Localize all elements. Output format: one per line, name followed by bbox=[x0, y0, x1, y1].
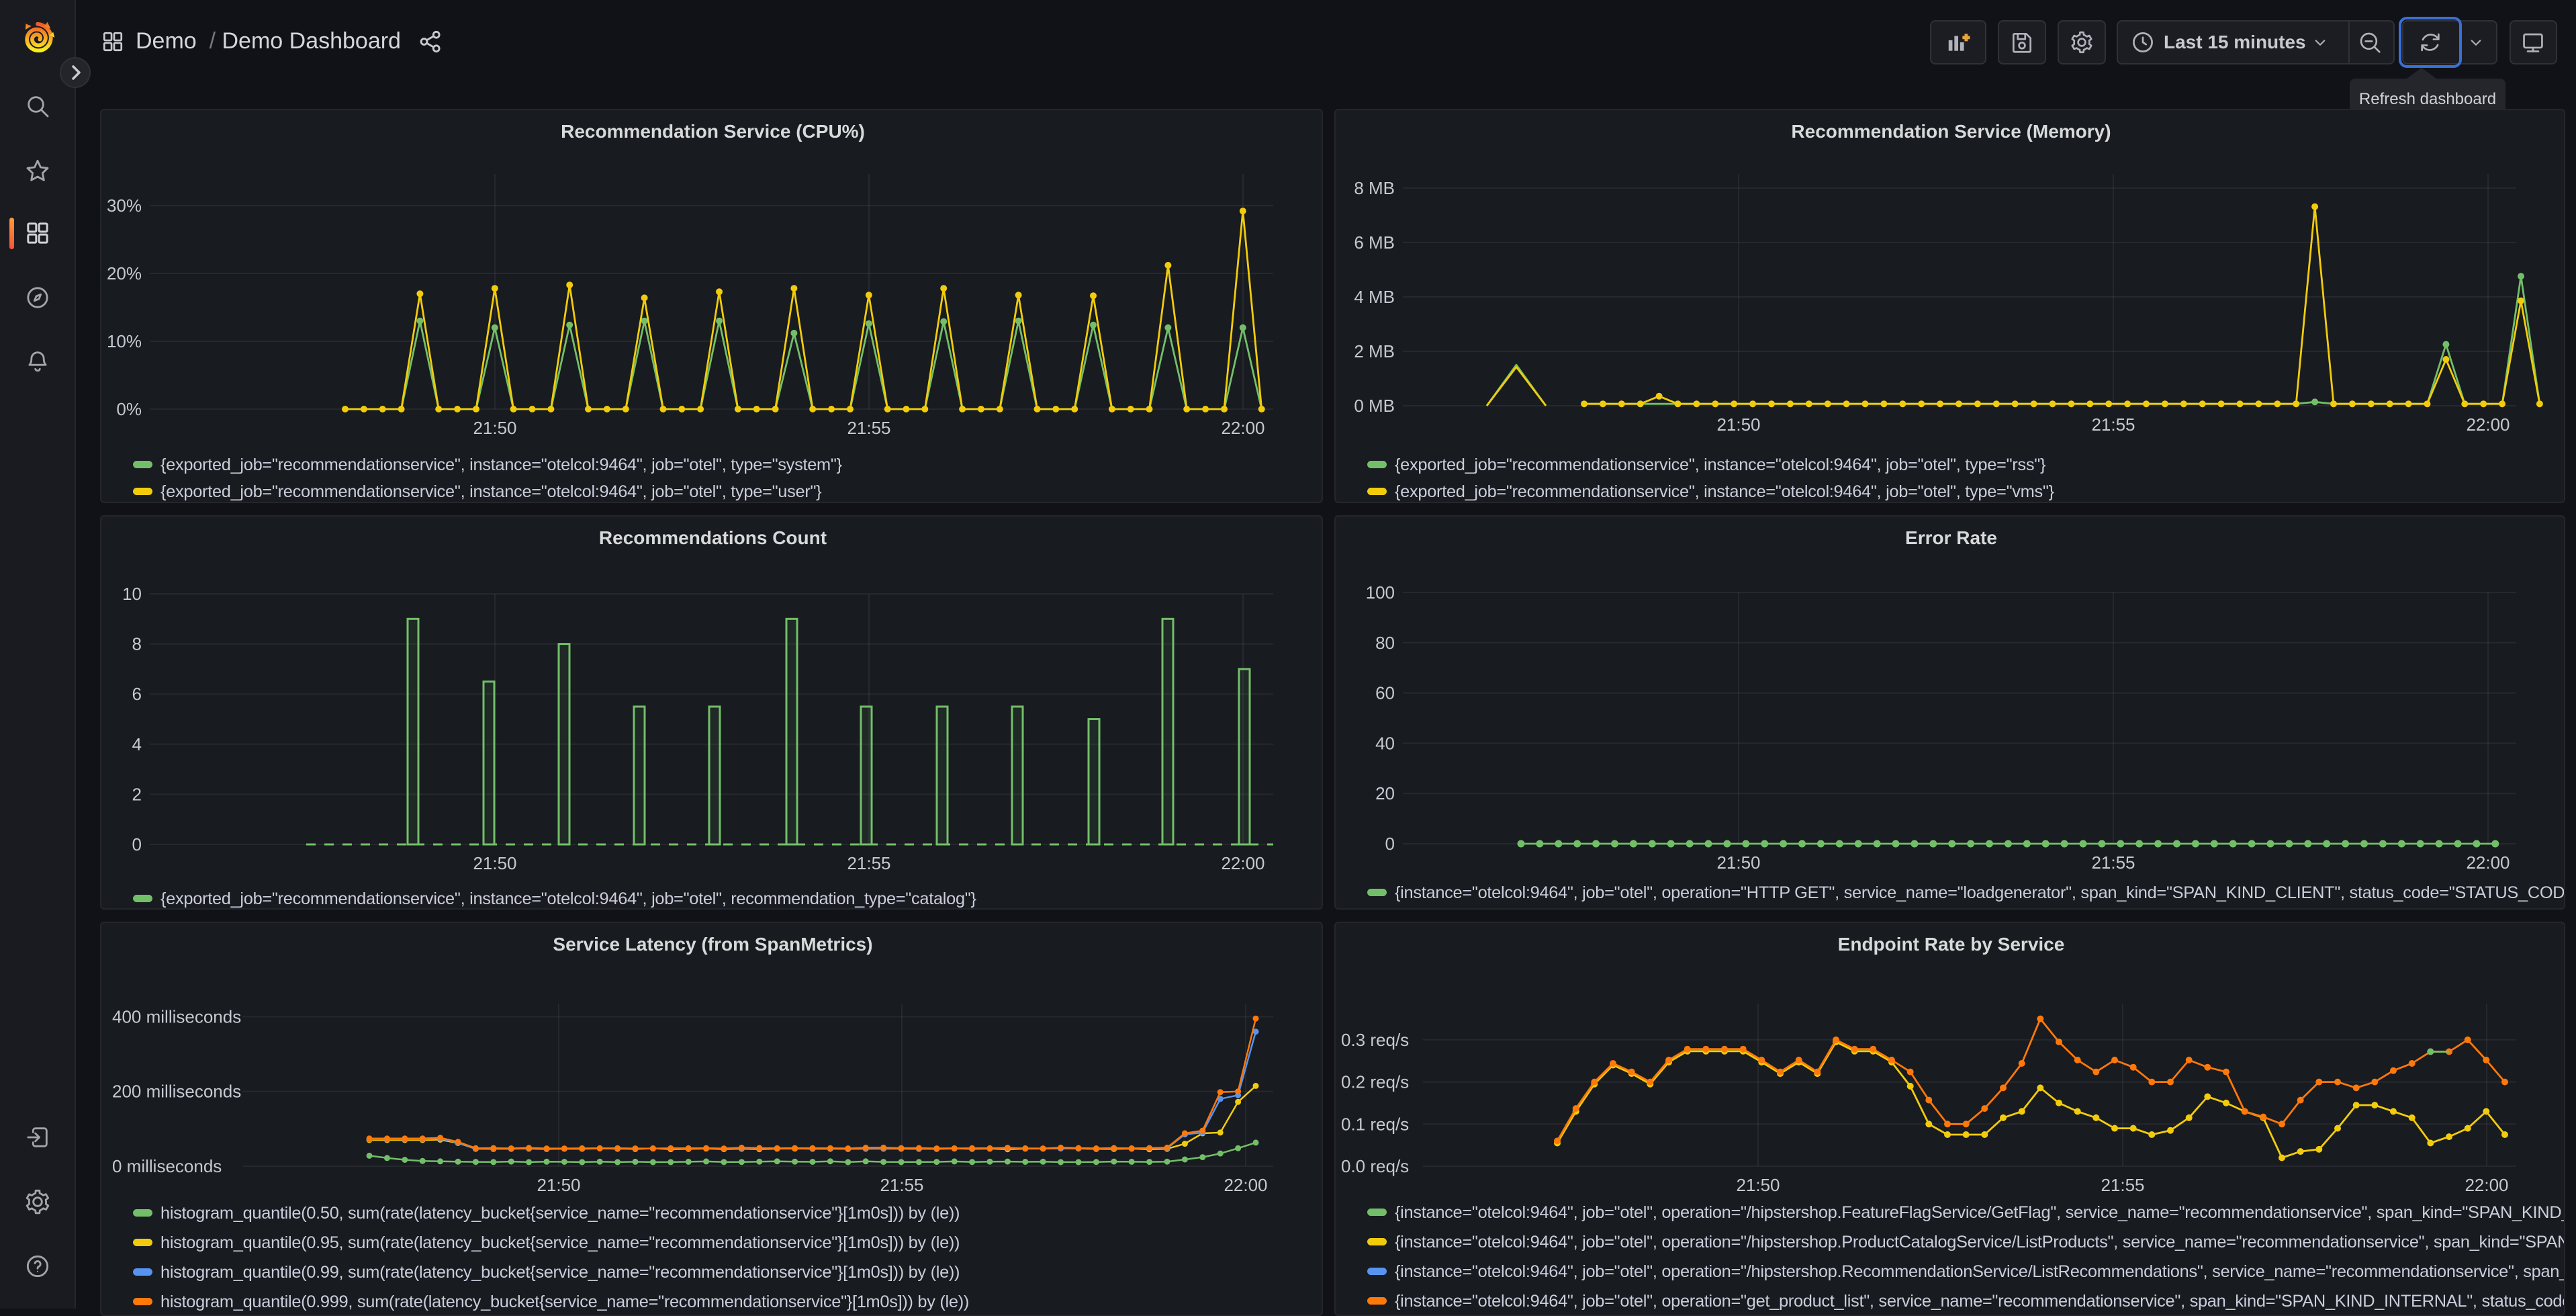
svg-text:0%: 0% bbox=[116, 399, 142, 419]
svg-text:21:50: 21:50 bbox=[537, 1175, 580, 1195]
svg-text:21:55: 21:55 bbox=[2101, 1175, 2144, 1195]
svg-text:21:55: 21:55 bbox=[847, 853, 890, 873]
svg-text:4: 4 bbox=[132, 734, 142, 754]
svg-text:0.0 req/s: 0.0 req/s bbox=[1341, 1156, 1409, 1176]
svg-text:10: 10 bbox=[122, 584, 142, 604]
svg-text:{instance="otelcol:9464", job=: {instance="otelcol:9464", job="otel", op… bbox=[1395, 1203, 2565, 1222]
svg-text:200 milliseconds: 200 milliseconds bbox=[112, 1082, 241, 1102]
svg-text:Endpoint Rate by Service: Endpoint Rate by Service bbox=[1838, 934, 2065, 955]
svg-text:{instance="otelcol:9464", job=: {instance="otelcol:9464", job="otel", op… bbox=[1395, 1292, 2565, 1311]
svg-text:400 milliseconds: 400 milliseconds bbox=[112, 1006, 241, 1026]
svg-text:10%: 10% bbox=[107, 331, 142, 351]
svg-text:4 MB: 4 MB bbox=[1354, 287, 1395, 307]
svg-text:2 MB: 2 MB bbox=[1354, 341, 1395, 361]
svg-text:histogram_quantile(0.999, sum(: histogram_quantile(0.999, sum(rate(laten… bbox=[160, 1292, 969, 1311]
svg-text:40: 40 bbox=[1375, 733, 1395, 753]
svg-text:22:00: 22:00 bbox=[2465, 1175, 2508, 1195]
svg-text:21:50: 21:50 bbox=[1716, 852, 1760, 873]
svg-text:30%: 30% bbox=[107, 195, 142, 216]
svg-text:histogram_quantile(0.95, sum(r: histogram_quantile(0.95, sum(rate(latenc… bbox=[160, 1233, 960, 1252]
svg-text:Recommendations Count: Recommendations Count bbox=[599, 527, 827, 548]
svg-text:Recommendation Service (Memory: Recommendation Service (Memory) bbox=[1791, 121, 2111, 142]
svg-text:0: 0 bbox=[1385, 834, 1395, 854]
svg-text:60: 60 bbox=[1375, 683, 1395, 703]
svg-text:0.1 req/s: 0.1 req/s bbox=[1341, 1114, 1409, 1134]
svg-text:22:00: 22:00 bbox=[1221, 418, 1264, 438]
svg-text:80: 80 bbox=[1375, 633, 1395, 653]
svg-text:21:55: 21:55 bbox=[847, 418, 890, 438]
svg-text:22:00: 22:00 bbox=[1224, 1175, 1267, 1195]
svg-text:21:50: 21:50 bbox=[473, 853, 516, 873]
svg-text:21:50: 21:50 bbox=[1736, 1175, 1780, 1195]
svg-text:22:00: 22:00 bbox=[1221, 853, 1264, 873]
svg-text:8 MB: 8 MB bbox=[1354, 178, 1395, 198]
svg-text:Recommendation Service (CPU%): Recommendation Service (CPU%) bbox=[561, 121, 865, 142]
svg-text:{instance="otelcol:9464", job=: {instance="otelcol:9464", job="otel", op… bbox=[1395, 883, 2565, 902]
svg-text:{exported_job="recommendations: {exported_job="recommendationservice", i… bbox=[160, 889, 977, 908]
svg-text:6: 6 bbox=[132, 684, 142, 704]
svg-text:0: 0 bbox=[132, 834, 142, 854]
svg-text:21:50: 21:50 bbox=[473, 418, 516, 438]
svg-text:{exported_job="recommendations: {exported_job="recommendationservice", i… bbox=[1395, 455, 2046, 474]
svg-text:Error Rate: Error Rate bbox=[1905, 527, 1997, 548]
svg-text:0.2 req/s: 0.2 req/s bbox=[1341, 1072, 1409, 1092]
svg-text:21:55: 21:55 bbox=[2091, 414, 2135, 435]
svg-text:8: 8 bbox=[132, 634, 142, 654]
svg-text:22:00: 22:00 bbox=[2466, 414, 2510, 435]
svg-text:2: 2 bbox=[132, 784, 142, 804]
svg-text:histogram_quantile(0.50, sum(r: histogram_quantile(0.50, sum(rate(latenc… bbox=[160, 1204, 960, 1223]
svg-text:20: 20 bbox=[1375, 783, 1395, 803]
svg-text:22:00: 22:00 bbox=[2466, 852, 2510, 873]
svg-text:0 milliseconds: 0 milliseconds bbox=[112, 1156, 222, 1176]
svg-text:{exported_job="recommendations: {exported_job="recommendationservice", i… bbox=[1395, 482, 2055, 501]
svg-text:0 MB: 0 MB bbox=[1354, 396, 1395, 416]
svg-text:{instance="otelcol:9464", job=: {instance="otelcol:9464", job="otel", op… bbox=[1395, 1262, 2565, 1281]
svg-text:21:55: 21:55 bbox=[2091, 852, 2135, 873]
svg-text:{instance="otelcol:9464", job=: {instance="otelcol:9464", job="otel", op… bbox=[1395, 1233, 2565, 1252]
svg-text:0.3 req/s: 0.3 req/s bbox=[1341, 1030, 1409, 1050]
svg-text:100: 100 bbox=[1366, 582, 1395, 603]
svg-text:21:50: 21:50 bbox=[1716, 414, 1760, 435]
svg-text:{exported_job="recommendations: {exported_job="recommendationservice", i… bbox=[160, 455, 843, 474]
svg-text:Service Latency (from SpanMetr: Service Latency (from SpanMetrics) bbox=[553, 934, 872, 955]
svg-text:histogram_quantile(0.99, sum(r: histogram_quantile(0.99, sum(rate(latenc… bbox=[160, 1263, 960, 1282]
svg-text:6 MB: 6 MB bbox=[1354, 232, 1395, 253]
svg-text:21:55: 21:55 bbox=[880, 1175, 923, 1195]
svg-text:20%: 20% bbox=[107, 263, 142, 283]
svg-text:{exported_job="recommendations: {exported_job="recommendationservice", i… bbox=[160, 482, 822, 501]
